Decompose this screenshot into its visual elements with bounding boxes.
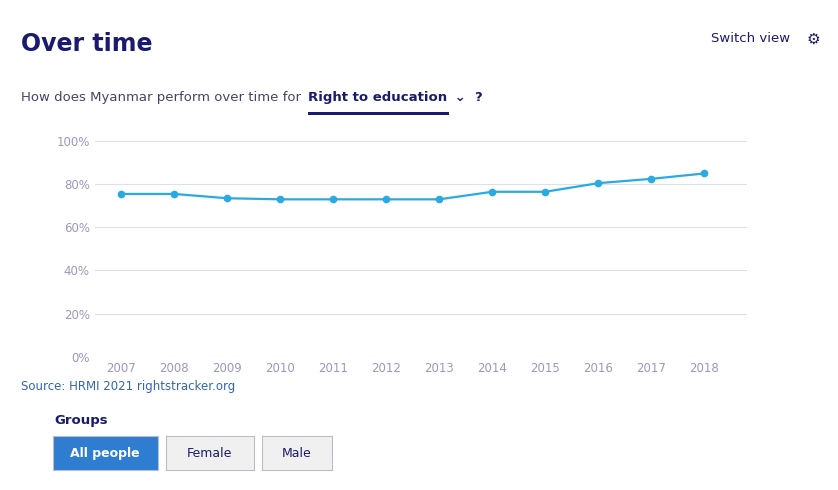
Text: How does Myanmar perform over time for: How does Myanmar perform over time for: [21, 91, 309, 104]
Text: Switch view: Switch view: [711, 32, 789, 45]
Text: All people: All people: [70, 447, 140, 460]
Text: ⚙: ⚙: [806, 32, 820, 47]
Text: Groups: Groups: [54, 414, 108, 427]
Text: Female: Female: [187, 447, 233, 460]
Text: ⌄  ?: ⌄ ?: [450, 91, 483, 104]
Text: Male: Male: [282, 447, 312, 460]
Text: Right to education: Right to education: [308, 91, 447, 104]
Text: Source: HRMI 2021 rightstracker.org: Source: HRMI 2021 rightstracker.org: [21, 380, 235, 393]
Text: Over time: Over time: [21, 32, 153, 56]
